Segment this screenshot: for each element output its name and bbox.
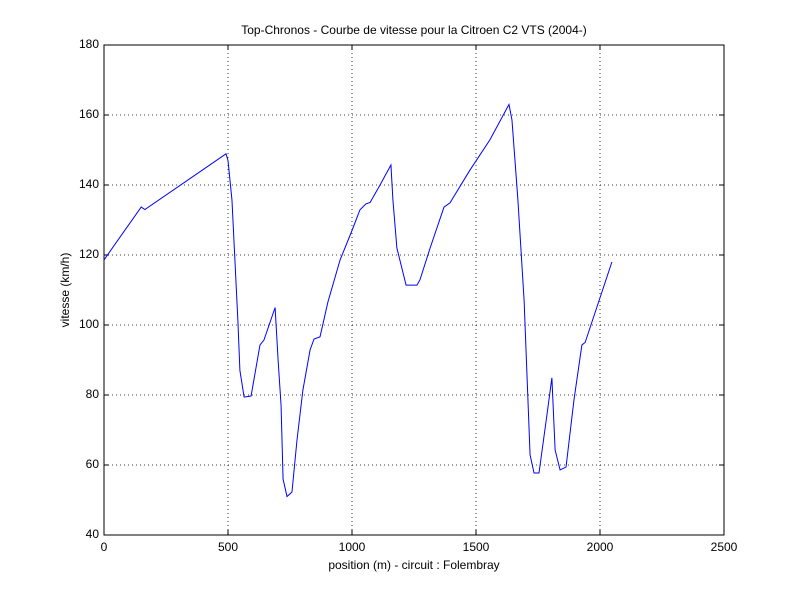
speed-line: [103, 103, 613, 498]
y-tick-label: 80: [86, 387, 100, 401]
x-tick-label: 0: [101, 540, 108, 554]
x-axis-label: position (m) - circuit : Folembray: [328, 558, 499, 572]
x-tick-label: 1500: [463, 540, 490, 554]
y-tick-label: 180: [79, 37, 99, 51]
x-tick-label: 2000: [587, 540, 614, 554]
chart-title: Top-Chronos - Courbe de vitesse pour la …: [241, 23, 587, 37]
y-tick-label: 120: [79, 247, 99, 261]
x-tick-label: 500: [218, 540, 238, 554]
plot-frame: [103, 44, 725, 536]
x-tick-label: 2500: [711, 540, 738, 554]
y-tick-label: 140: [79, 177, 99, 191]
y-axis-label: vitesse (km/h): [58, 253, 72, 328]
x-tick-label: 1000: [339, 540, 366, 554]
y-tick-label: 100: [79, 317, 99, 331]
y-tick-label: 60: [86, 457, 100, 471]
y-tick-label: 160: [79, 107, 99, 121]
y-tick-label: 40: [86, 527, 100, 541]
